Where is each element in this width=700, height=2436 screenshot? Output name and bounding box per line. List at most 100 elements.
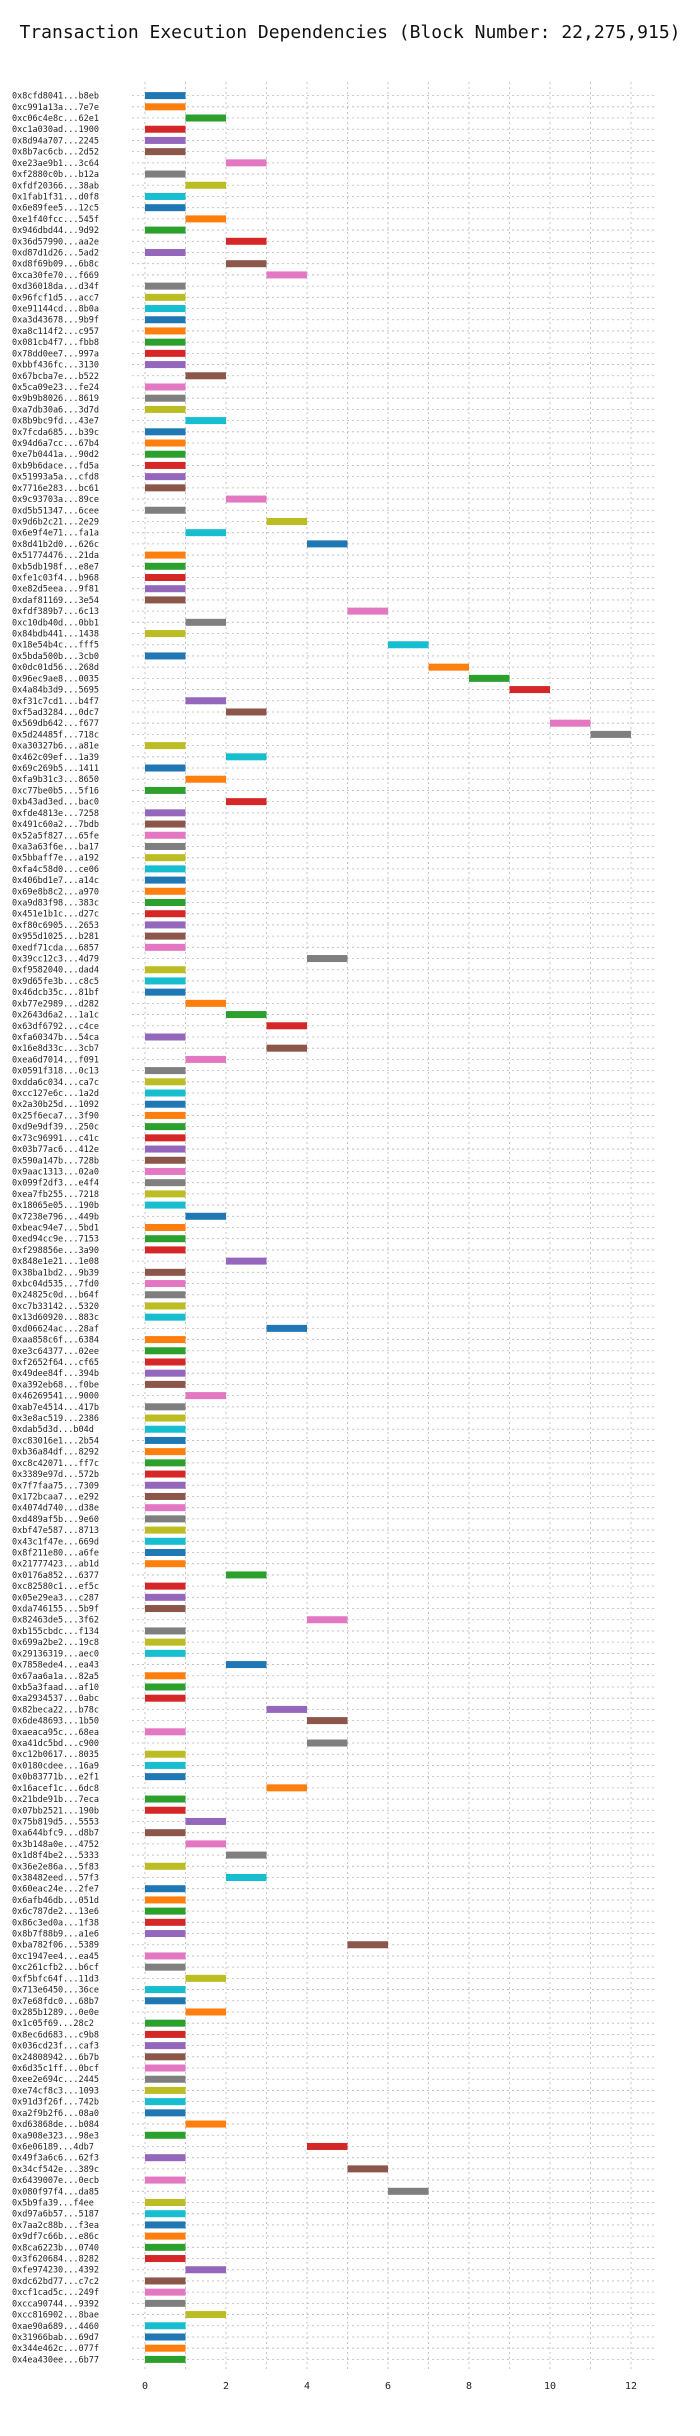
tx-bar: [145, 820, 186, 828]
tx-label: 0x6439007e...0ecb: [12, 2176, 99, 2186]
tx-bar: [145, 1156, 186, 1164]
tx-bar: [145, 1795, 186, 1803]
tx-label: 0xb9b6dace...fd5a: [12, 461, 99, 471]
tx-label: 0x84bdb441...1438: [12, 630, 99, 640]
tx-bar: [145, 136, 186, 144]
tx-bar: [185, 2008, 226, 2016]
tx-bar: [347, 2165, 388, 2173]
tx-label: 0x8b7f88b9...a1e6: [12, 1930, 99, 1940]
tx-bar: [145, 405, 186, 413]
tx-label: 0x590a147b...728b: [12, 1156, 99, 1166]
y-labels: 0x8cfd8041...b8eb0xc991a13a...7e7e0xc06c…: [12, 92, 99, 2366]
tx-bar: [266, 1705, 307, 1713]
tx-bar: [145, 1907, 186, 1915]
tx-bar: [145, 361, 186, 369]
tx-bar: [347, 1941, 388, 1949]
tx-label: 0x0180cdee...16a9: [12, 1761, 99, 1771]
tx-bar: [145, 125, 186, 133]
tx-label: 0x7e68fdc0...68b7: [12, 1997, 99, 2007]
x-tick-label: 6: [385, 2381, 391, 2392]
tx-bar: [185, 2311, 226, 2319]
tx-label: 0x39cc12c3...4d79: [12, 955, 99, 965]
tx-label: 0xfe1c03f4...b968: [12, 574, 99, 584]
tx-label: 0xa2934537...0abc: [12, 1694, 99, 1704]
tx-bar: [145, 2064, 186, 2072]
tx-label: 0xf31c7cd1...b4f7: [12, 697, 99, 707]
tx-bar: [145, 887, 186, 895]
tx-bar: [145, 1123, 186, 1131]
tx-bar: [145, 1280, 186, 1288]
tx-bar: [145, 1235, 186, 1243]
tx-label: 0xdda6c034...ca7c: [12, 1078, 99, 1088]
tx-bar: [145, 876, 186, 884]
tx-bar: [145, 2176, 186, 2184]
tx-bar: [226, 1011, 267, 1019]
tx-label: 0xb77e2989...d282: [12, 999, 99, 1009]
tx-bar: [388, 641, 429, 649]
tx-label: 0x3389e97d...572b: [12, 1470, 99, 1480]
tx-bar: [145, 899, 186, 906]
tx-bar: [145, 1111, 186, 1119]
tx-label: 0x0176a852...6377: [12, 1571, 99, 1581]
tx-label: 0xba782f06...5389: [12, 1941, 99, 1951]
tx-label: 0x9aac1313...02a0: [12, 1167, 99, 1177]
tx-bar: [145, 1537, 186, 1545]
tx-label: 0x07bb2521...190b: [12, 1806, 99, 1816]
tx-bar: [185, 372, 226, 380]
tx-bar: [145, 1459, 186, 1467]
tx-label: 0x60eac24e...2fe7: [12, 1885, 99, 1895]
tx-label: 0xfde4813e...7258: [12, 809, 99, 819]
tx-label: 0x6e89fee5...12c5: [12, 204, 99, 214]
tx-label: 0x94d6a7cc...67b4: [12, 439, 99, 449]
tx-label: 0xab7e4514...417b: [12, 1403, 99, 1413]
tx-label: 0xdab5d3d...b04d: [12, 1425, 94, 1435]
tx-bar: [145, 461, 186, 469]
tx-bar: [145, 1268, 186, 1276]
tx-bar: [145, 2154, 186, 2162]
tx-label: 0xf2652f64...cf65: [12, 1358, 99, 1368]
tx-label: 0xb5db198f...e8e7: [12, 562, 99, 572]
tx-bar: [145, 1638, 186, 1646]
tx-bar: [226, 1851, 267, 1859]
tx-bar: [145, 1145, 186, 1153]
tx-bar: [307, 540, 348, 548]
tx-label: 0x05e29ea3...c287: [12, 1593, 99, 1603]
tx-label: 0x6e06189...4db7: [12, 2142, 94, 2152]
tx-bar: [145, 1313, 186, 1321]
tx-bar: [145, 204, 186, 212]
tx-label: 0x91d3f26f...742b: [12, 2098, 99, 2108]
tx-bar: [307, 1717, 348, 1725]
tx-label: 0xbeac94e7...5bd1: [12, 1224, 99, 1234]
tx-bar: [145, 1560, 186, 1568]
tx-label: 0x36d57990...aa2e: [12, 237, 99, 247]
x-tick-label: 2: [223, 2381, 229, 2392]
tx-label: 0x8ec6d683...c9b8: [12, 2030, 99, 2040]
tx-label: 0xfa4c58d0...ce06: [12, 865, 99, 875]
tx-label: 0x8cfd8041...b8eb: [12, 92, 99, 102]
tx-label: 0xc77be0b5...5f16: [12, 786, 99, 796]
tx-bar: [145, 1190, 186, 1198]
tx-label: 0x4074d740...d38e: [12, 1504, 99, 1514]
tx-bar: [145, 1761, 186, 1769]
tx-label: 0xf5ad3284...0dc7: [12, 708, 99, 718]
chart-title: Transaction Execution Dependencies (Bloc…: [19, 22, 681, 43]
tx-label: 0x96ec9ae8...0035: [12, 674, 99, 684]
tx-label: 0xea6d7014...f091: [12, 1055, 99, 1065]
tx-bar: [185, 1974, 226, 1982]
tx-bar: [145, 988, 186, 996]
tx-bar: [145, 1504, 186, 1512]
tx-label: 0xee2e694c...2445: [12, 2075, 99, 2085]
tx-label: 0xb36a84df...8292: [12, 1448, 99, 1458]
tx-bar: [145, 103, 186, 111]
tx-bar: [226, 1874, 267, 1881]
tx-label: 0xdaf81169...3e54: [12, 596, 99, 606]
tx-label: 0x82beca22...b78c: [12, 1705, 99, 1715]
tx-bar: [145, 1930, 186, 1938]
tx-bar: [550, 719, 591, 727]
tx-label: 0x3e8ac519...2386: [12, 1414, 99, 1424]
tx-bar: [145, 921, 186, 929]
tx-label: 0xf9582040...dad4: [12, 966, 99, 976]
grid-layer: [132, 82, 655, 2371]
tx-bar: [145, 1963, 186, 1971]
tx-bar: [145, 1672, 186, 1680]
